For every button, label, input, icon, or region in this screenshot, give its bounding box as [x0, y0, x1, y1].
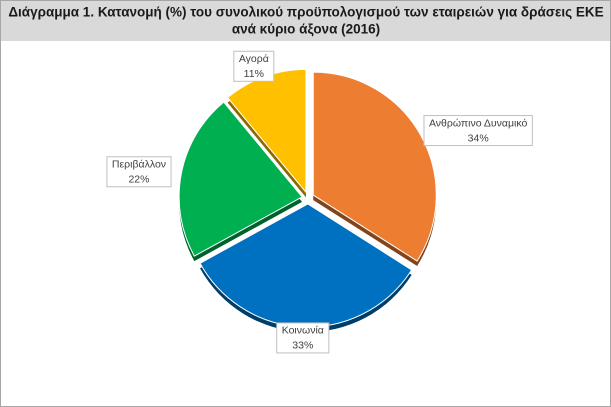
category-label: Ανθρώπινο Δυναμικό: [429, 117, 528, 129]
category-label: Αγορά: [239, 53, 269, 65]
data-label: Περιβάλλον 22%: [106, 156, 172, 188]
data-label: Αγορά 11%: [233, 50, 275, 82]
value-label: 34%: [468, 132, 489, 144]
category-label: Κοινωνία: [282, 325, 324, 337]
slice: [178, 101, 303, 257]
label-box: [276, 322, 330, 354]
label-box: [423, 115, 533, 147]
category-label: Περιβάλλον: [112, 159, 166, 171]
value-label: 11%: [244, 68, 264, 80]
chart-title: ανά κύριο άξονα (2016): [232, 22, 380, 37]
data-label: Κοινωνία 33%: [276, 322, 330, 354]
data-label: Ανθρώπινο Δυναμικό 34%: [423, 115, 533, 147]
chart-title: Διάγραμμα 1. Κατανομή (%) του συνολικού …: [8, 5, 603, 20]
label-box: [106, 156, 172, 188]
value-label: 22%: [128, 174, 149, 186]
title-band: [1, 1, 610, 41]
value-label: 33%: [292, 340, 313, 352]
label-box: [233, 50, 275, 82]
slice: [312, 71, 437, 262]
